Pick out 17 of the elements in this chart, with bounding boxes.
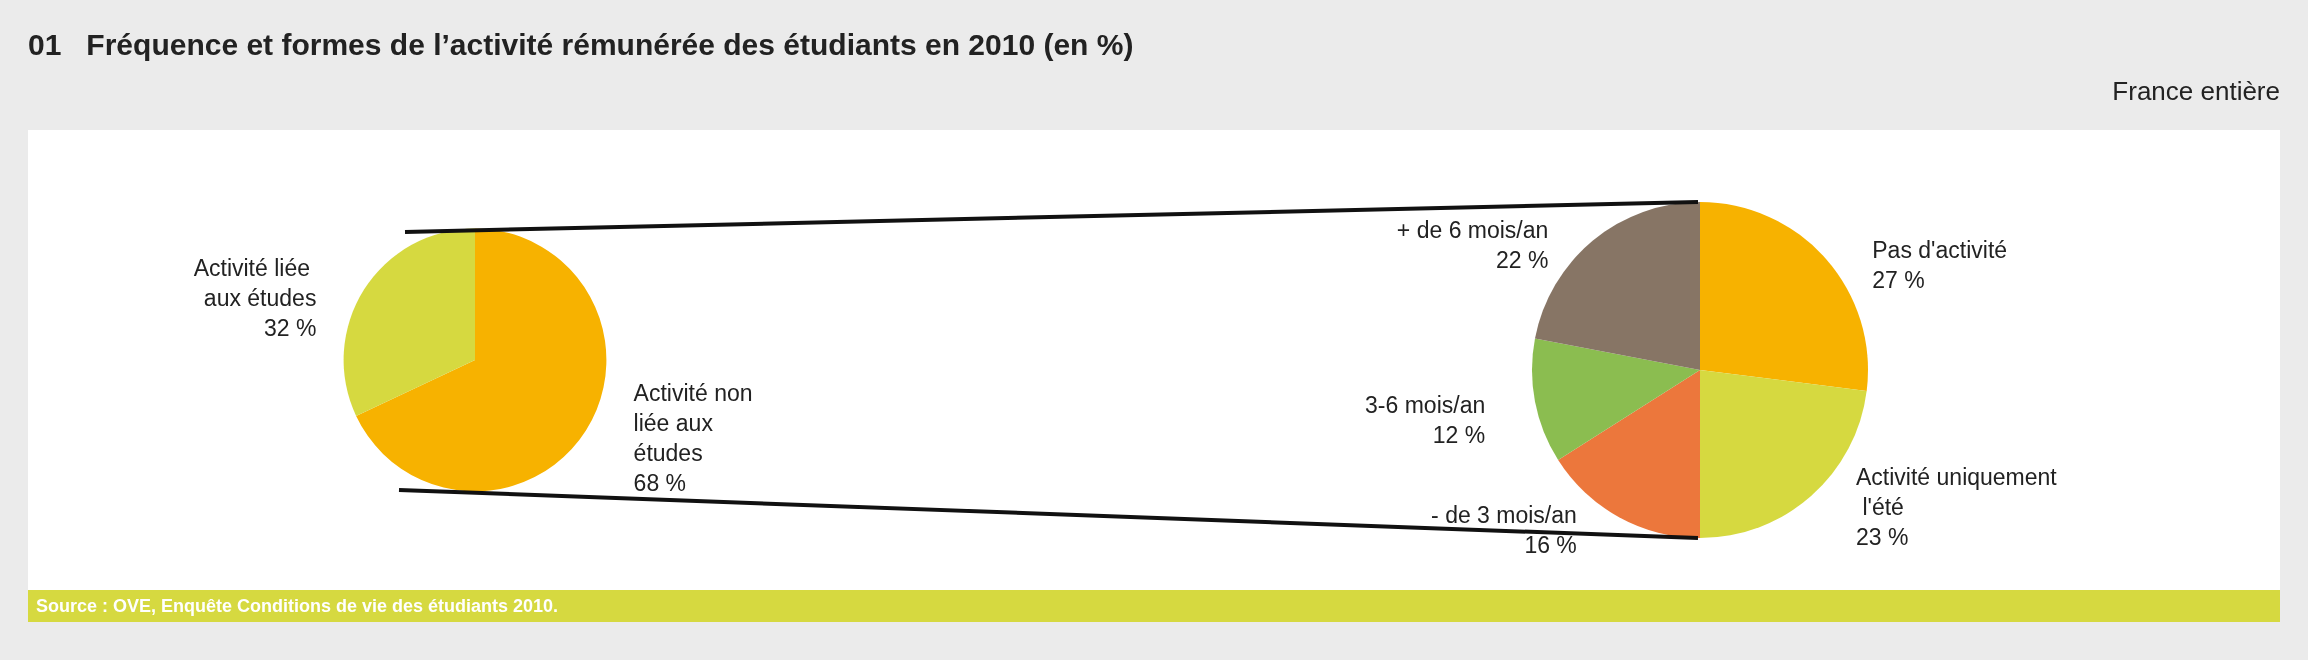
chart-title: 01 Fréquence et formes de l’activité rémunérée des étudiants en 2010 (en %) <box>28 28 1134 62</box>
data-label: 12 % <box>1432 422 1486 449</box>
data-label: 68 % <box>633 470 687 497</box>
source-note: Source : OVE, Enquête Conditions de vie des étudiants 2010. <box>28 590 2280 622</box>
data-label: 23 % <box>1856 524 1909 551</box>
slice-label: + de 6 mois/an <box>1396 217 1549 243</box>
data-label: 16 % <box>1524 532 1577 559</box>
data-label: 22 % <box>1495 247 1549 273</box>
slice-label: Activité non liée aux études <box>633 380 759 467</box>
data-label: 32 % <box>263 314 317 341</box>
slice-label: Activité uniquement l'été <box>1856 464 2058 521</box>
slice-label: Pas d'activité <box>1872 236 2008 263</box>
slice-label: - de 3 mois/an <box>1431 502 1577 529</box>
slice-label: 3-6 mois/an <box>1365 392 1486 419</box>
data-label: 27 % <box>1872 266 1925 293</box>
slice-label: Activité liée aux études <box>193 254 317 311</box>
text: France entière <box>2112 76 2280 107</box>
